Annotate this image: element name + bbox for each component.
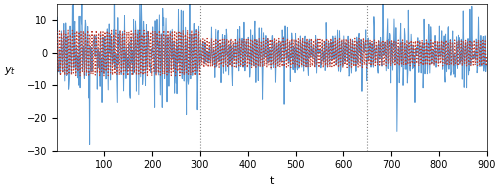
- X-axis label: t: t: [270, 176, 274, 186]
- Y-axis label: $y_t$: $y_t$: [4, 65, 16, 77]
